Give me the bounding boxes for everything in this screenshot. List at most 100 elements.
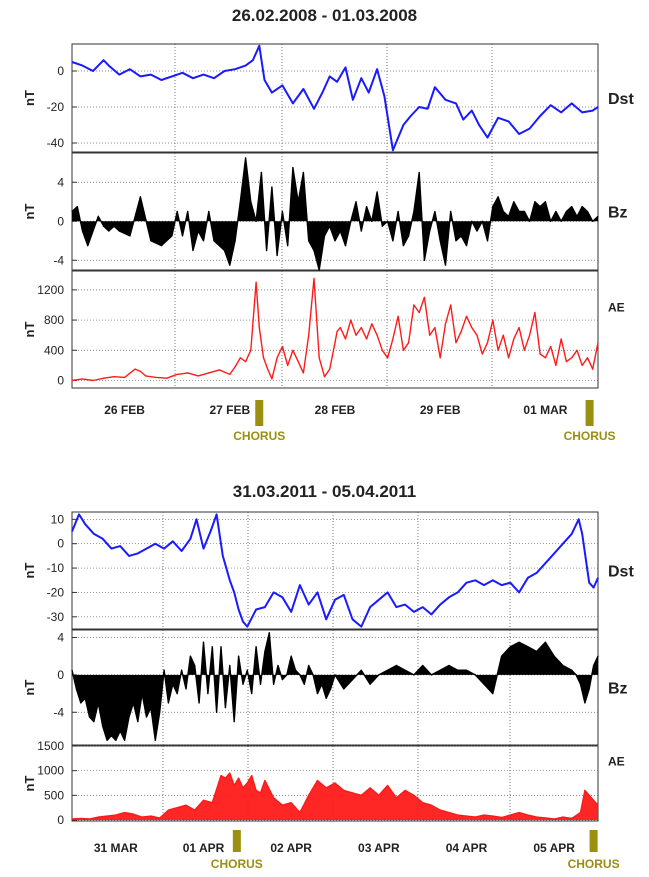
y-tick-label: 10 <box>51 512 65 526</box>
data-point <box>329 75 331 77</box>
data-point <box>71 379 73 382</box>
data-point <box>110 735 113 737</box>
data-point <box>383 95 386 97</box>
data-point <box>465 245 468 247</box>
data-point <box>450 304 452 306</box>
data-point <box>255 281 257 283</box>
data-point <box>474 674 476 676</box>
data-point <box>234 366 236 368</box>
data-point <box>312 674 314 676</box>
data-point <box>264 779 266 782</box>
data-point <box>106 739 108 741</box>
data-point <box>553 818 555 820</box>
data-point <box>93 533 95 535</box>
data-point <box>273 591 275 594</box>
data-point <box>423 296 426 299</box>
data-point <box>562 816 564 818</box>
panel-dst-1: 10 0 -10 -20 -30 nT Dst <box>22 511 634 630</box>
data-point <box>439 604 441 606</box>
data-point <box>351 792 354 794</box>
data-point <box>264 606 266 608</box>
data-point <box>137 552 139 555</box>
data-point <box>575 674 577 676</box>
data-point <box>387 220 389 222</box>
data-point <box>237 655 240 657</box>
data-point <box>195 518 198 520</box>
data-point <box>539 206 541 208</box>
y-axis-label: nT <box>22 90 37 106</box>
data-point <box>220 646 222 648</box>
series-line-ae <box>71 277 599 382</box>
data-point <box>163 547 165 550</box>
data-point <box>500 816 503 819</box>
data-point <box>244 157 247 159</box>
data-point <box>355 201 357 203</box>
data-point <box>550 104 552 106</box>
data-point <box>292 167 294 169</box>
data-point <box>571 669 573 671</box>
series-name-ae: AE <box>608 301 625 315</box>
series-name-bz: Bz <box>608 205 628 222</box>
data-point <box>108 65 110 67</box>
data-point <box>329 368 331 370</box>
data-point <box>323 235 326 237</box>
y-tick-label: 4 <box>57 175 64 189</box>
data-point <box>478 124 480 126</box>
data-point <box>97 816 99 818</box>
data-point <box>500 655 503 657</box>
data-point <box>465 315 468 317</box>
data-point <box>239 201 241 203</box>
data-point <box>471 327 473 329</box>
data-point <box>294 669 297 671</box>
data-point <box>129 68 131 70</box>
data-point <box>351 618 354 620</box>
data-point <box>518 591 520 594</box>
data-point <box>102 725 104 727</box>
data-point <box>523 349 525 351</box>
data-point <box>418 171 420 174</box>
data-point <box>222 555 224 557</box>
data-point <box>571 533 573 535</box>
data-point <box>216 513 218 516</box>
data-point <box>297 201 299 203</box>
data-point <box>344 338 347 340</box>
data-point <box>404 789 406 792</box>
y-tick-label: 0 <box>57 373 64 387</box>
data-point <box>198 702 200 704</box>
data-point <box>115 814 117 816</box>
data-point <box>492 319 494 321</box>
data-point <box>334 782 336 784</box>
data-point <box>553 655 555 657</box>
data-point <box>208 372 210 374</box>
data-point <box>586 357 589 359</box>
data-point <box>539 353 541 355</box>
y-tick-label: -20 <box>47 585 65 599</box>
y-tick-label: 4 <box>57 630 64 644</box>
data-point <box>271 378 273 380</box>
data-point <box>597 577 599 579</box>
data-point <box>544 817 547 819</box>
data-point <box>544 562 547 564</box>
data-point <box>171 75 173 77</box>
data-point <box>334 342 336 344</box>
data-point <box>141 816 143 818</box>
data-point <box>273 797 275 799</box>
data-point <box>586 210 589 213</box>
data-point <box>166 377 168 379</box>
data-point <box>110 547 113 550</box>
data-point <box>397 315 399 317</box>
data-point <box>171 235 173 237</box>
data-point <box>246 669 248 671</box>
data-point <box>355 334 357 336</box>
data-point <box>350 220 352 222</box>
data-point <box>422 802 424 804</box>
data-point <box>150 815 152 817</box>
data-point <box>444 264 447 266</box>
data-point <box>229 264 231 266</box>
data-point <box>308 794 310 796</box>
data-point <box>481 353 483 355</box>
data-point <box>92 379 94 382</box>
data-point <box>387 669 389 671</box>
y-tick-label: 0 <box>57 813 64 827</box>
